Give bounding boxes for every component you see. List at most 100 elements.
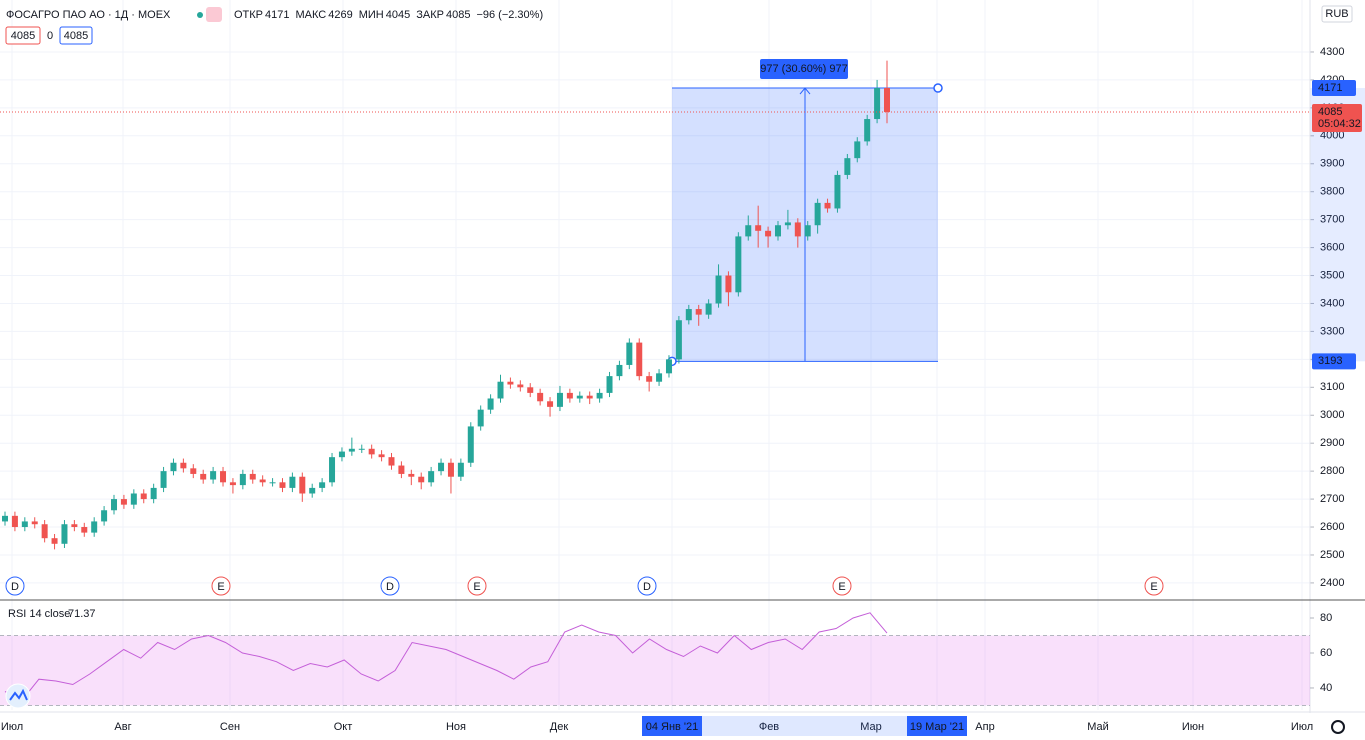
candle-body [239,473,246,486]
ohlc-label: ЗАКР [416,9,444,21]
candle-body [477,409,484,427]
event-label: E [217,581,224,593]
event-marker[interactable] [380,576,400,596]
box-value: 4085 [11,30,35,42]
x-tick-label: Сен [220,721,240,733]
candle-body [566,392,573,399]
candle-body [438,462,445,472]
x-tick-label: Авг [114,721,131,733]
ohlc-value: 4045 [386,9,410,21]
candle-body [220,471,227,483]
rsi-band [0,635,1310,706]
candle-body [824,202,831,209]
candle-body [31,521,38,525]
x-tick-label: Окт [334,721,353,733]
measure-label: 977 (30.60%) 977 [760,63,847,75]
candle-body [259,479,266,483]
candle-body [21,521,28,528]
event-marker[interactable] [467,576,487,596]
measure-bottom-label: 3193 [1318,355,1342,367]
rsi-line [4,612,888,701]
event-label: E [473,581,480,593]
candle-body [735,236,742,293]
candle-body [200,473,207,480]
time-highlight-bg [907,716,967,736]
candle-body [755,225,762,231]
event-marker[interactable] [211,576,231,596]
candle-body [210,471,217,480]
candle-body [309,487,316,494]
candle-body [497,381,504,399]
candle-body [626,342,633,365]
event-marker[interactable] [832,576,852,596]
ohlc-label: ОТКР [234,9,263,21]
candle-body [140,493,147,500]
box-value: 0 [47,30,53,42]
status-badge [206,7,222,22]
candle-body [398,465,405,474]
event-marker[interactable] [1144,576,1164,596]
event-marker[interactable] [637,576,657,596]
event-label: D [386,581,394,593]
measure-handle[interactable] [933,83,943,93]
y-tick-label: 4000 [1320,130,1344,142]
candle-body [844,158,851,175]
y-tick-label: 3600 [1320,241,1344,253]
y-tick-label: 3400 [1320,297,1344,309]
event-marker[interactable] [5,576,25,596]
measure-arrowhead [799,87,811,95]
event-label: E [838,581,845,593]
last-price-label: 4085 [1318,106,1342,118]
ohlc-label: МАКС [296,9,327,21]
x-tick-label: Мар [860,721,882,733]
ohlc-value: 4085 [446,9,470,21]
x-tick-label: Ноя [446,721,466,733]
y-tick-label: 3500 [1320,269,1344,281]
candle-body [338,451,345,458]
event-label: E [1150,581,1157,593]
candle-body [695,309,702,315]
ohlc-label: МИН [359,9,384,21]
candle-body [408,473,415,477]
candle-body [616,364,623,377]
candle-body [596,392,603,399]
candle-body [784,222,791,226]
candle-body [269,482,276,484]
candle-body [170,462,177,472]
y-tick-label: 4300 [1320,46,1344,58]
candle-body [517,384,524,388]
candle-body [190,468,197,474]
candle-body [289,476,296,488]
time-range [702,716,907,736]
candle-body [61,524,68,544]
candle-body [745,225,752,237]
x-tick-label: Фев [759,721,779,733]
measure-top-label-bg [1312,80,1356,97]
candle-body [765,230,772,237]
candle-body [467,426,474,463]
candle-body [457,462,464,477]
y-tick-label: 2800 [1320,465,1344,477]
currency: RUB [1325,8,1348,20]
candle-body [130,493,137,505]
candle-body [656,373,663,382]
candle-body [81,527,88,533]
candle-body [51,538,58,544]
candle-body [507,381,514,385]
settings-icon[interactable] [1331,720,1345,734]
candle-body [725,275,732,293]
x-tick-label: 19 Мар '21 [910,721,964,733]
y-tick-label: 3900 [1320,158,1344,170]
candle-body [675,320,682,360]
candle-body [814,202,821,226]
candle-body [150,487,157,500]
candle-body [794,222,801,237]
y-tick-label: 3000 [1320,409,1344,421]
x-tick-label: 04 Янв '21 [646,721,699,733]
y-tick-label: 3800 [1320,186,1344,198]
currency-box [1321,5,1353,23]
candle-body [418,476,425,483]
candle-body [428,471,435,483]
